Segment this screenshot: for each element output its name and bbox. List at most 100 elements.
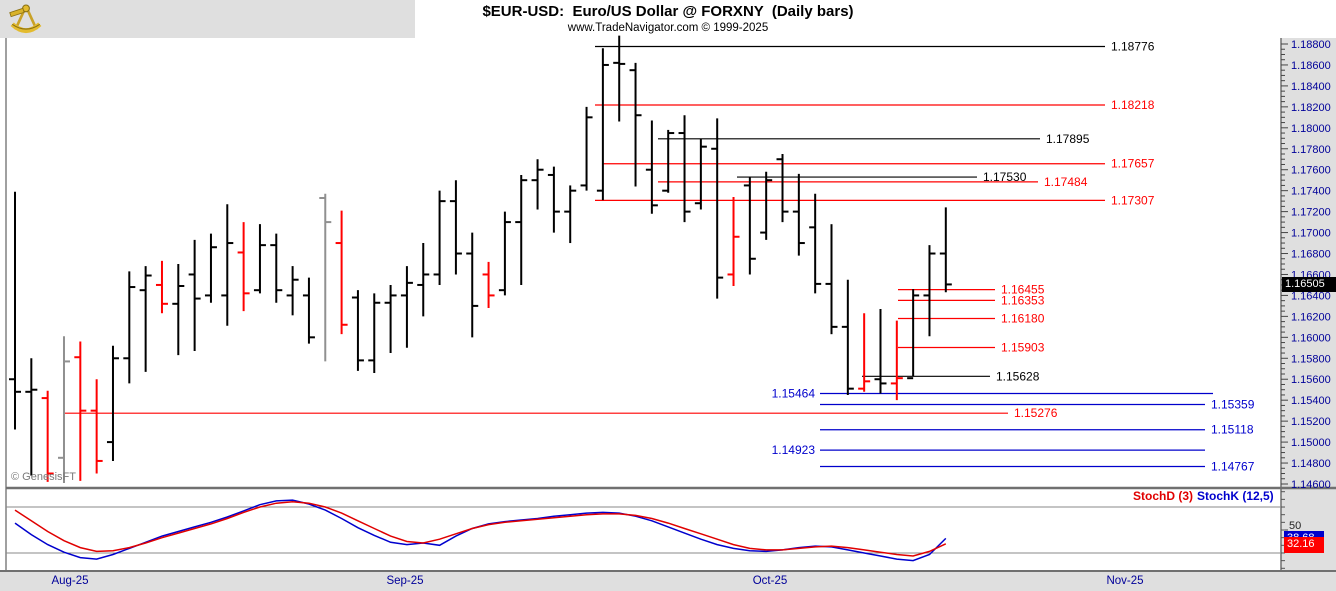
ohlc-bar: [531, 159, 544, 210]
ohlc-bar: [792, 173, 805, 256]
level-label: 1.16455: [1001, 283, 1045, 297]
ohlc-bar: [596, 48, 609, 201]
price-axis-label: 1.17800: [1291, 144, 1331, 156]
ohlc-bar: [172, 263, 185, 356]
price-axis-label: 1.16200: [1291, 311, 1331, 323]
ohlc-bar: [743, 177, 756, 275]
ohlc-bar: [253, 224, 266, 294]
price-axis-label: 1.14800: [1291, 458, 1331, 470]
price-axis-label: 1.17000: [1291, 228, 1331, 240]
stoch-line-StochK (12,5): [14, 499, 947, 562]
ohlc-bar: [694, 138, 707, 210]
price-axis-label: 1.18200: [1291, 102, 1331, 114]
level-label: 1.18776: [1111, 40, 1155, 54]
ohlc-bar: [907, 289, 920, 380]
price-axis-label: 1.18000: [1291, 123, 1331, 135]
ohlc-bar: [939, 207, 952, 293]
ohlc-bar: [368, 293, 381, 373]
ohlc-bar: [400, 266, 413, 348]
ohlc-bar: [613, 35, 626, 122]
date-axis-strip: [0, 572, 1336, 591]
last-price-badge: 1.16505: [1282, 277, 1336, 292]
ohlc-bar: [809, 193, 822, 294]
price-axis-label: 1.18600: [1291, 60, 1331, 72]
ohlc-bar: [678, 115, 691, 223]
ohlc-bar: [90, 379, 103, 474]
level-label: 1.15464: [772, 386, 816, 400]
level-label: 1.17895: [1046, 132, 1090, 146]
level-label: 1.15903: [1001, 340, 1045, 354]
price-axis-label: 1.16400: [1291, 290, 1331, 302]
ohlc-bar: [25, 358, 38, 476]
ohlc-bar: [825, 224, 838, 335]
ohlc-bar: [335, 210, 348, 335]
ohlc-bar: [221, 204, 234, 326]
ohlc-bar: [449, 180, 462, 275]
chart-title: $EUR-USD: Euro/US Dollar @ FORXNY (Daily…: [482, 3, 854, 20]
level-label: 1.14923: [772, 443, 816, 457]
ohlc-bar: [270, 233, 283, 303]
ohlc-bar: [858, 313, 871, 392]
ohlc-bar: [515, 174, 528, 285]
stoch-k-legend[interactable]: StochK (12,5): [1197, 489, 1274, 503]
x-axis-month-label: Nov-25: [1106, 575, 1143, 587]
ohlc-bar: [662, 129, 675, 193]
price-axis-label: 1.16000: [1291, 332, 1331, 344]
ohlc-bar: [498, 211, 511, 296]
ohlc-bar: [466, 232, 479, 338]
level-label: 1.15359: [1211, 397, 1255, 411]
ohlc-bar: [923, 245, 936, 337]
ohlc-bar: [629, 62, 642, 187]
ohlc-bar: [188, 239, 201, 351]
ohlc-bar: [384, 284, 397, 354]
ohlc-bar: [874, 309, 887, 394]
price-axis-label: 1.18800: [1291, 39, 1331, 51]
ohlc-bar: [351, 290, 364, 371]
stoch-line-StochD (3): [14, 500, 947, 557]
x-axis-month-label: Sep-25: [386, 575, 423, 587]
price-axis-label: 1.18400: [1291, 81, 1331, 93]
x-axis-month-label: Oct-25: [753, 575, 788, 587]
ohlc-bar: [760, 171, 773, 240]
level-label: 1.15118: [1211, 423, 1254, 437]
price-axis-label: 1.15000: [1291, 437, 1331, 449]
stoch-d-value-badge: 32.16: [1284, 537, 1324, 553]
ohlc-bar: [302, 277, 315, 344]
ohlc-bar: [482, 261, 495, 308]
ohlc-bar: [890, 320, 903, 401]
ohlc-bar: [155, 260, 168, 314]
ohlc-bar: [319, 193, 332, 362]
stoch-d-legend[interactable]: StochD (3): [1133, 489, 1193, 503]
ohlc-bar: [123, 271, 136, 384]
price-axis-label: 1.16800: [1291, 249, 1331, 261]
ohlc-bar: [74, 341, 87, 481]
level-label: 1.15276: [1014, 406, 1058, 420]
price-axis-label: 1.14600: [1291, 479, 1331, 491]
price-axis-label: 1.15200: [1291, 416, 1331, 428]
price-axis-label: 1.15600: [1291, 374, 1331, 386]
level-label: 1.17530: [983, 170, 1027, 184]
level-label: 1.17657: [1111, 157, 1155, 171]
ohlc-bar: [547, 166, 560, 233]
level-label: 1.18218: [1111, 98, 1155, 112]
level-label: 1.17307: [1111, 193, 1155, 207]
price-axis-label: 1.17400: [1291, 186, 1331, 198]
chart-subtitle: www.TradeNavigator.com © 1999-2025: [567, 22, 769, 34]
level-label: 1.15628: [996, 369, 1040, 383]
level-label: 1.14767: [1211, 459, 1255, 473]
ohlc-bar: [727, 196, 740, 286]
price-axis-label: 1.17200: [1291, 207, 1331, 219]
x-axis-month-label: Aug-25: [51, 575, 88, 587]
ohlc-bar: [841, 279, 854, 395]
ohlc-bar: [645, 120, 658, 214]
price-axis-strip: [1281, 38, 1336, 572]
ohlc-bar: [41, 390, 54, 482]
price-axis-label: 1.17600: [1291, 165, 1331, 177]
price-axis-label: 1.15400: [1291, 395, 1331, 407]
ohlc-bar: [139, 266, 152, 372]
ohlc-bar: [286, 266, 299, 316]
ohlc-bar: [580, 106, 593, 191]
toolbar-strip: [0, 0, 415, 38]
